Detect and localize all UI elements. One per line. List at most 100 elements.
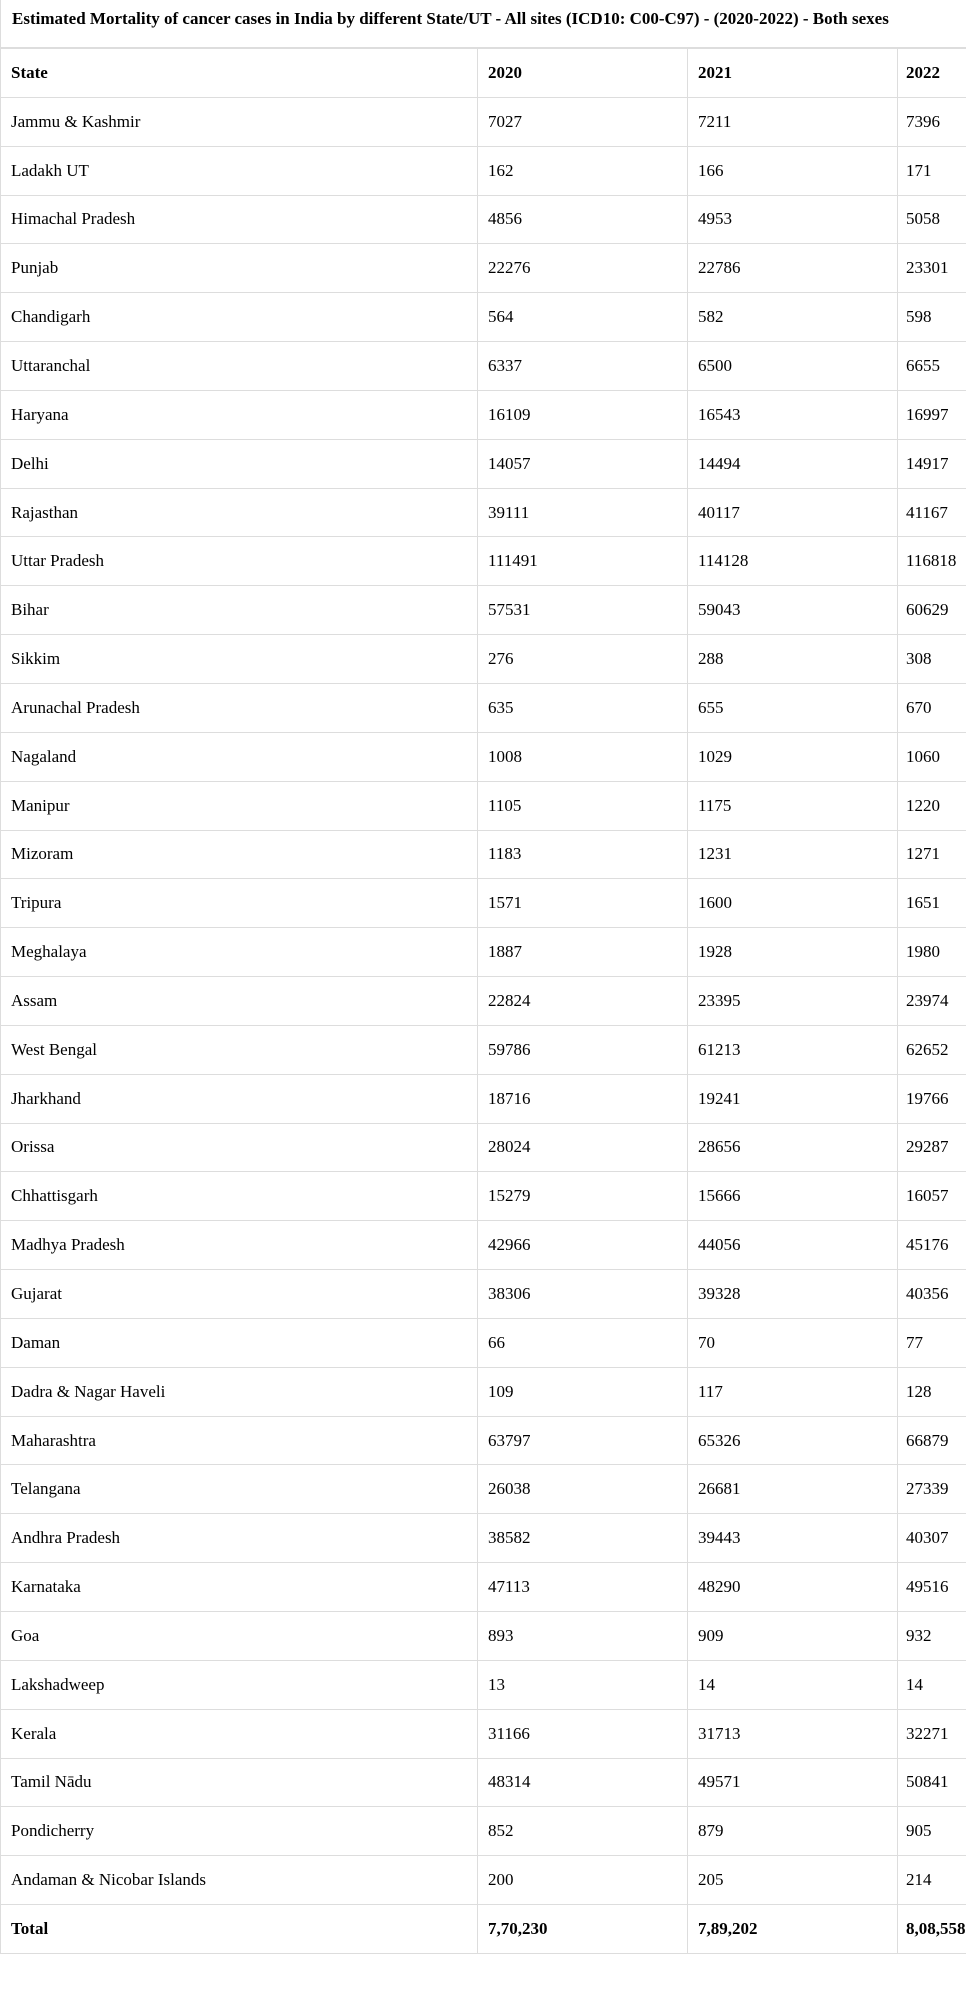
value-2021-cell: 39328	[687, 1269, 898, 1319]
total-row: Total 7,70,230 7,89,202 8,08,558	[0, 1904, 966, 1954]
value-2022-cell: 308	[897, 634, 966, 684]
value-2020-cell: 6337	[477, 341, 688, 391]
state-cell: Orissa	[0, 1122, 478, 1173]
value-2022-cell: 670	[897, 682, 966, 733]
value-2020-cell: 39111	[477, 487, 688, 538]
value-2020-cell: 852	[477, 1806, 688, 1857]
value-2021-cell: 61213	[687, 1024, 898, 1075]
table-row: Chhattisgarh 15279 15666 16057	[0, 1171, 966, 1222]
value-2020-cell: 47113	[477, 1562, 688, 1612]
value-2021-cell: 655	[687, 682, 898, 733]
state-cell: Goa	[0, 1611, 478, 1661]
table-row: Meghalaya 1887 1928 1980	[0, 927, 966, 978]
value-2021-cell: 59043	[687, 585, 898, 636]
value-2022-cell: 77	[897, 1317, 966, 1368]
value-2022-cell: 171	[897, 145, 966, 196]
value-2020-cell: 111491	[477, 536, 688, 587]
value-2022-cell: 7396	[897, 96, 966, 147]
table-row: Arunachal Pradesh 635 655 670	[0, 682, 966, 733]
table-row: Chandigarh 564 582 598	[0, 292, 966, 343]
value-2022-cell: 60629	[897, 585, 966, 636]
value-2022-cell: 50841	[897, 1757, 966, 1808]
value-2021-cell: 288	[687, 634, 898, 684]
header-state: State	[0, 48, 478, 98]
value-2022-cell: 932	[897, 1611, 966, 1661]
value-2022-cell: 62652	[897, 1024, 966, 1075]
value-2021-cell: 26681	[687, 1464, 898, 1515]
value-2022-cell: 49516	[897, 1562, 966, 1612]
value-2020-cell: 18716	[477, 1073, 688, 1124]
state-cell: Himachal Pradesh	[0, 194, 478, 245]
value-2020-cell: 15279	[477, 1171, 688, 1222]
state-cell: Tamil Nādu	[0, 1757, 478, 1808]
table-row: Uttar Pradesh 111491 114128 116818	[0, 536, 966, 587]
state-cell: Jharkhand	[0, 1073, 478, 1124]
state-cell: Haryana	[0, 389, 478, 440]
table-row: Jammu & Kashmir 7027 7211 7396	[0, 96, 966, 147]
value-2021-cell: 117	[687, 1366, 898, 1417]
value-2022-cell: 1060	[897, 731, 966, 782]
value-2021-cell: 114128	[687, 536, 898, 587]
value-2021-cell: 7211	[687, 96, 898, 147]
value-2020-cell: 1105	[477, 780, 688, 831]
table-row: Telangana 26038 26681 27339	[0, 1464, 966, 1515]
value-2020-cell: 4856	[477, 194, 688, 245]
value-2020-cell: 63797	[477, 1415, 688, 1466]
value-2021-cell: 6500	[687, 341, 898, 391]
value-2020-cell: 276	[477, 634, 688, 684]
value-2020-cell: 31166	[477, 1708, 688, 1759]
total-state-cell: Total	[0, 1904, 478, 1954]
header-2022: 2022	[897, 48, 966, 98]
value-2022-cell: 905	[897, 1806, 966, 1857]
table-title: Estimated Mortality of cancer cases in I…	[0, 0, 966, 48]
value-2021-cell: 70	[687, 1317, 898, 1368]
table-row: Delhi 14057 14494 14917	[0, 438, 966, 489]
value-2021-cell: 205	[687, 1855, 898, 1906]
table-row: Jharkhand 18716 19241 19766	[0, 1073, 966, 1124]
value-2021-cell: 65326	[687, 1415, 898, 1466]
value-2022-cell: 16997	[897, 389, 966, 440]
state-cell: Uttar Pradesh	[0, 536, 478, 587]
value-2021-cell: 4953	[687, 194, 898, 245]
value-2022-cell: 5058	[897, 194, 966, 245]
table-row: Punjab 22276 22786 23301	[0, 243, 966, 294]
value-2022-cell: 598	[897, 292, 966, 343]
total-value-2022-cell: 8,08,558	[897, 1904, 966, 1954]
value-2020-cell: 16109	[477, 389, 688, 440]
value-2021-cell: 909	[687, 1611, 898, 1661]
value-2021-cell: 49571	[687, 1757, 898, 1808]
table-row: Dadra & Nagar Haveli 109 117 128	[0, 1366, 966, 1417]
table-row: Mizoram 1183 1231 1271	[0, 829, 966, 880]
value-2021-cell: 16543	[687, 389, 898, 440]
value-2022-cell: 116818	[897, 536, 966, 587]
value-2020-cell: 22824	[477, 976, 688, 1026]
value-2020-cell: 109	[477, 1366, 688, 1417]
value-2022-cell: 1220	[897, 780, 966, 831]
value-2020-cell: 38306	[477, 1269, 688, 1319]
table-row: Himachal Pradesh 4856 4953 5058	[0, 194, 966, 245]
table-row: Andhra Pradesh 38582 39443 40307	[0, 1513, 966, 1564]
value-2020-cell: 635	[477, 682, 688, 733]
table-row: Goa 893 909 932	[0, 1611, 966, 1661]
state-cell: Pondicherry	[0, 1806, 478, 1857]
value-2022-cell: 1651	[897, 878, 966, 929]
value-2020-cell: 42966	[477, 1220, 688, 1271]
value-2020-cell: 7027	[477, 96, 688, 147]
value-2021-cell: 31713	[687, 1708, 898, 1759]
state-cell: Nagaland	[0, 731, 478, 782]
state-cell: Kerala	[0, 1708, 478, 1759]
value-2022-cell: 128	[897, 1366, 966, 1417]
state-cell: Madhya Pradesh	[0, 1220, 478, 1271]
table-row: Maharashtra 63797 65326 66879	[0, 1415, 966, 1466]
state-cell: Daman	[0, 1317, 478, 1368]
table-row: Ladakh UT 162 166 171	[0, 145, 966, 196]
value-2021-cell: 1928	[687, 927, 898, 978]
state-cell: Manipur	[0, 780, 478, 831]
table-row: Andaman & Nicobar Islands 200 205 214	[0, 1855, 966, 1906]
table-row: Kerala 31166 31713 32271	[0, 1708, 966, 1759]
value-2022-cell: 1980	[897, 927, 966, 978]
state-cell: Punjab	[0, 243, 478, 294]
value-2021-cell: 166	[687, 145, 898, 196]
value-2022-cell: 23301	[897, 243, 966, 294]
table-row: Bihar 57531 59043 60629	[0, 585, 966, 636]
